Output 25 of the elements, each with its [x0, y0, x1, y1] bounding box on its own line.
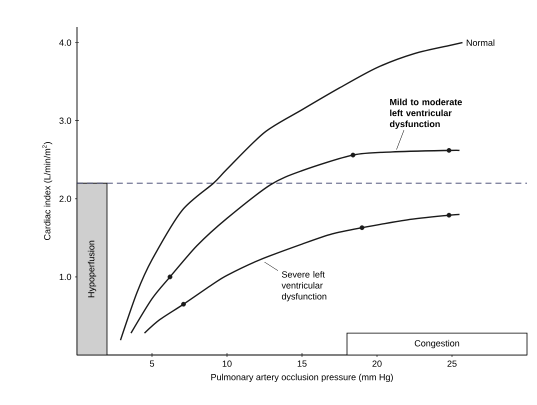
y-tick-label: 4.0: [59, 39, 72, 46]
series-label: Normal: [466, 39, 494, 46]
band-label: Hypoperfusion: [88, 240, 96, 298]
x-tick-label: 10: [222, 360, 232, 367]
y-tick-label: 1.0: [60, 274, 72, 280]
point: [181, 302, 186, 307]
x-axis-title: Pulmonary artery occlusion pressure (mm Hg): [211, 374, 393, 382]
line-series: [120, 42, 464, 341]
point: [360, 225, 364, 230]
x-tick-label: 5: [150, 360, 154, 367]
line-series: [130, 150, 460, 334]
x-tick-label: 25: [447, 360, 457, 367]
x-tick-label: 15: [298, 360, 307, 367]
point: [168, 274, 172, 280]
text: Severe left ventricular dysfunction: [282, 271, 326, 302]
point: [446, 148, 452, 153]
band-label: Congestion: [414, 340, 460, 348]
line-series: [144, 214, 460, 334]
y-axis-title: Cardiac index (L/min/m$^{2}$): [42, 142, 52, 240]
y-tick-label: 2.0: [59, 196, 72, 202]
text: Mild to moderate left ventricular dysfunction: [390, 98, 462, 129]
point: [350, 152, 356, 158]
x-tick-label: 20: [372, 360, 382, 367]
y-tick-label: 3.0: [59, 118, 72, 124]
point: [446, 212, 452, 218]
